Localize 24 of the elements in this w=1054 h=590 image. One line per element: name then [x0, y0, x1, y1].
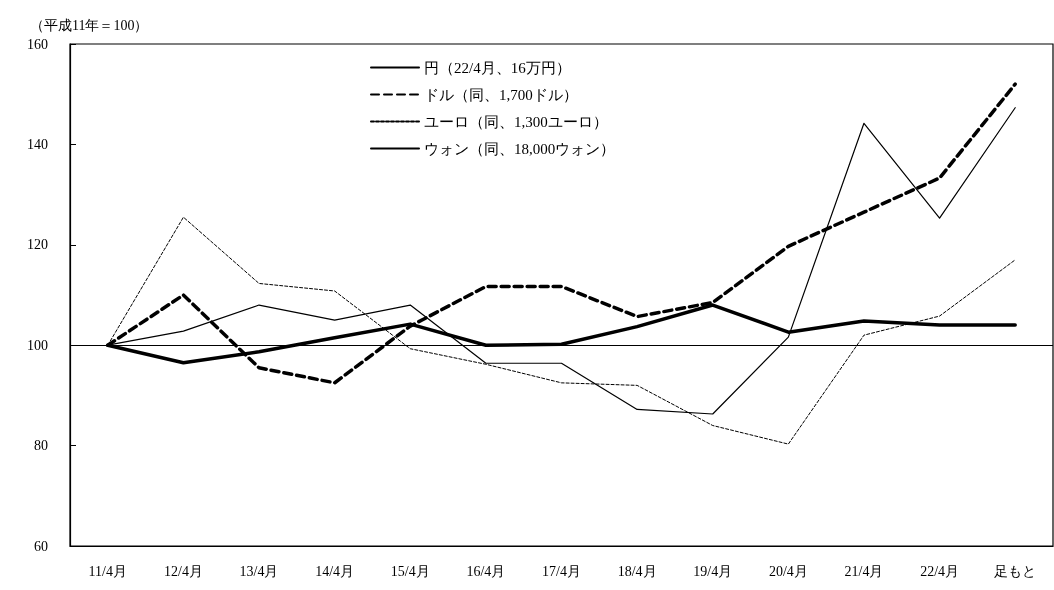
x-tick-label: 20/4月: [768, 563, 808, 579]
legend-label: ユーロ（同、1,300ユーロ）: [424, 113, 608, 130]
legend-label: ドル（同、1,700ドル）: [424, 86, 578, 103]
y-tick-label: 80: [34, 438, 48, 454]
x-tick-label: 13/4月: [239, 563, 279, 579]
x-tick-label: 18/4月: [617, 563, 657, 579]
x-tick-label: 14/4月: [315, 563, 355, 579]
y-tick-label: 140: [27, 136, 48, 152]
y-tick-label: 100: [27, 337, 48, 353]
y-tick-label: 120: [27, 237, 48, 253]
legend-label: 円（22/4月、16万円）: [424, 59, 571, 76]
y-tick-label: 160: [27, 36, 48, 52]
x-tick-label: 19/4月: [693, 563, 733, 579]
legend-label: ウォン（同、18,000ウォン）: [424, 140, 616, 157]
y-axis-title: （平成11年＝100）: [30, 17, 149, 33]
x-tick-label: 22/4月: [920, 563, 960, 579]
x-tick-label: 15/4月: [390, 563, 430, 579]
x-tick-label: 16/4月: [466, 563, 506, 579]
x-tick-label: 21/4月: [844, 563, 884, 579]
y-tick-label: 60: [34, 538, 48, 554]
x-tick-label: 12/4月: [163, 563, 203, 579]
x-tick-label: 11/4月: [88, 563, 127, 579]
x-tick-label: 足もと: [994, 563, 1037, 579]
x-tick-label: 17/4月: [542, 563, 581, 579]
